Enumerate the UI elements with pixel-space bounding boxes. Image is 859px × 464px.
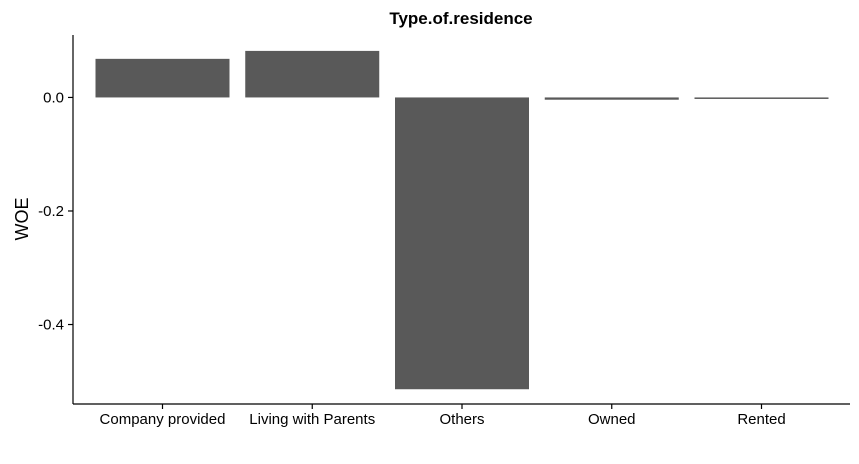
- y-tick-label: -0.2: [38, 203, 64, 220]
- bar-rented: [694, 97, 829, 99]
- y-ticks-group: 0.0 -0.2 -0.4: [38, 89, 73, 334]
- bar-living-with-parents: [245, 50, 380, 98]
- chart-title: Type.of.residence: [389, 9, 532, 28]
- y-tick-label: -0.4: [38, 317, 64, 334]
- y-axis-label: WOE: [12, 198, 32, 241]
- x-tick-label: Company provided: [100, 411, 226, 428]
- x-ticks-group: Company provided Living with Parents Other…: [100, 404, 786, 428]
- x-tick-label: Owned: [588, 411, 636, 428]
- x-tick-label: Others: [439, 411, 484, 428]
- y-tick-label: 0.0: [43, 89, 64, 106]
- x-tick-label: Living with Parents: [249, 411, 375, 428]
- bar-others: [395, 97, 529, 390]
- bar-company-provided: [95, 58, 230, 98]
- x-tick-label: Rented: [737, 411, 785, 428]
- bars-group: [95, 50, 829, 390]
- bar-owned: [544, 97, 679, 100]
